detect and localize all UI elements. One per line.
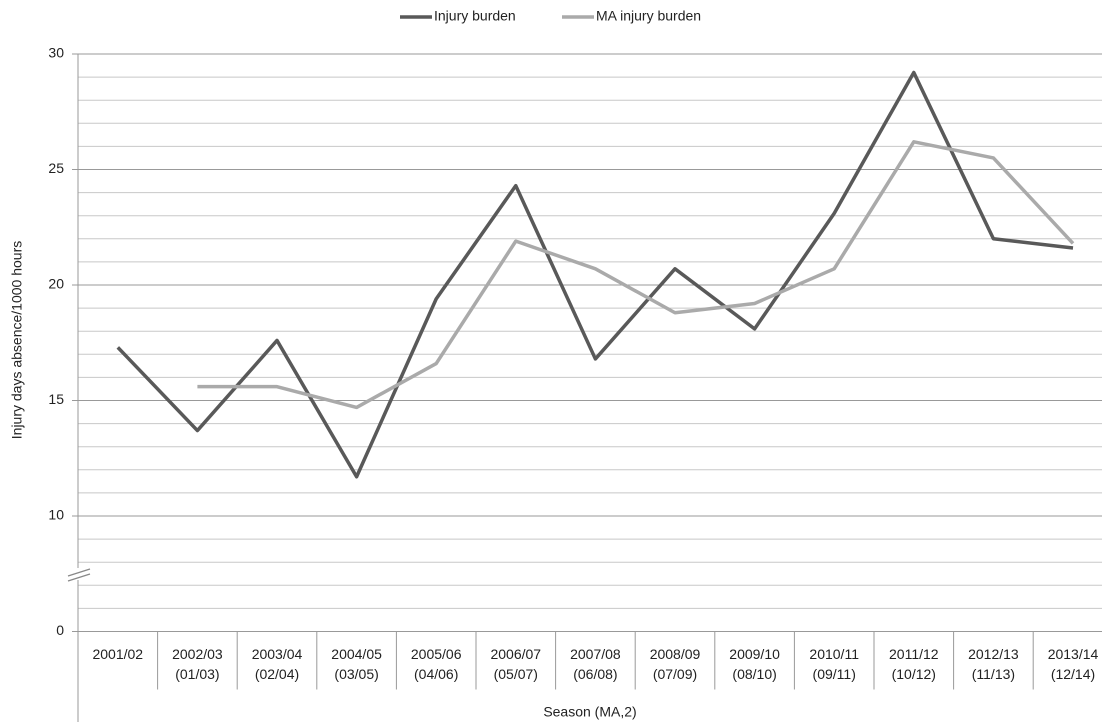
x-tick-sublabel: (04/06) xyxy=(414,666,458,682)
line-series xyxy=(116,70,1074,479)
x-tick-sublabel: (12/14) xyxy=(1051,666,1095,682)
y-tick-label: 30 xyxy=(48,45,64,61)
y-tick-label: 10 xyxy=(48,507,64,523)
x-tick-label: 2004/05 xyxy=(331,646,382,662)
x-tick-sublabel: (10/12) xyxy=(892,666,936,682)
x-tick-sublabel: (11/13) xyxy=(972,666,1015,682)
y-axis-title: Injury days absence/1000 hours xyxy=(9,241,25,439)
y-tick-label: 20 xyxy=(48,276,64,292)
x-tick-label: 2002/03 xyxy=(172,646,223,662)
y-tick-label: 0 xyxy=(56,622,64,638)
x-tick-sublabel: (09/11) xyxy=(813,666,856,682)
x-tick-label: 2010/11 xyxy=(809,646,859,662)
x-tick-label: 2007/08 xyxy=(570,646,621,662)
line-series xyxy=(197,140,1075,410)
x-tick-label: 2005/06 xyxy=(411,646,462,662)
x-tick-label: 2008/09 xyxy=(650,646,701,662)
x-tick-label: 2012/13 xyxy=(968,646,1019,662)
x-tick-sublabel: (03/05) xyxy=(334,666,378,682)
x-tick-label: 2011/12 xyxy=(889,646,939,662)
x-tick-sublabel: (07/09) xyxy=(653,666,697,682)
legend: Injury burden MA injury burden xyxy=(400,8,701,24)
x-tick-sublabel: (08/10) xyxy=(732,666,776,682)
y-tick-label: 15 xyxy=(48,391,64,407)
x-tick-label: 2006/07 xyxy=(490,646,541,662)
legend-label: MA injury burden xyxy=(596,8,701,24)
x-tick-label: 2003/04 xyxy=(252,646,303,662)
x-tick-label: 2001/02 xyxy=(92,646,143,662)
x-tick-sublabel: (02/04) xyxy=(255,666,299,682)
x-tick-label: 2009/10 xyxy=(729,646,780,662)
axis-break xyxy=(66,568,92,582)
legend-label: Injury burden xyxy=(434,8,516,24)
x-tick-sublabel: (05/07) xyxy=(494,666,538,682)
x-tick-sublabel: (06/08) xyxy=(573,666,617,682)
x-axis-title: Season (MA,2) xyxy=(543,704,636,720)
x-tick-sublabel: (01/03) xyxy=(175,666,219,682)
x-tick-label: 2013/14 xyxy=(1048,646,1099,662)
y-tick-label: 25 xyxy=(48,160,64,176)
